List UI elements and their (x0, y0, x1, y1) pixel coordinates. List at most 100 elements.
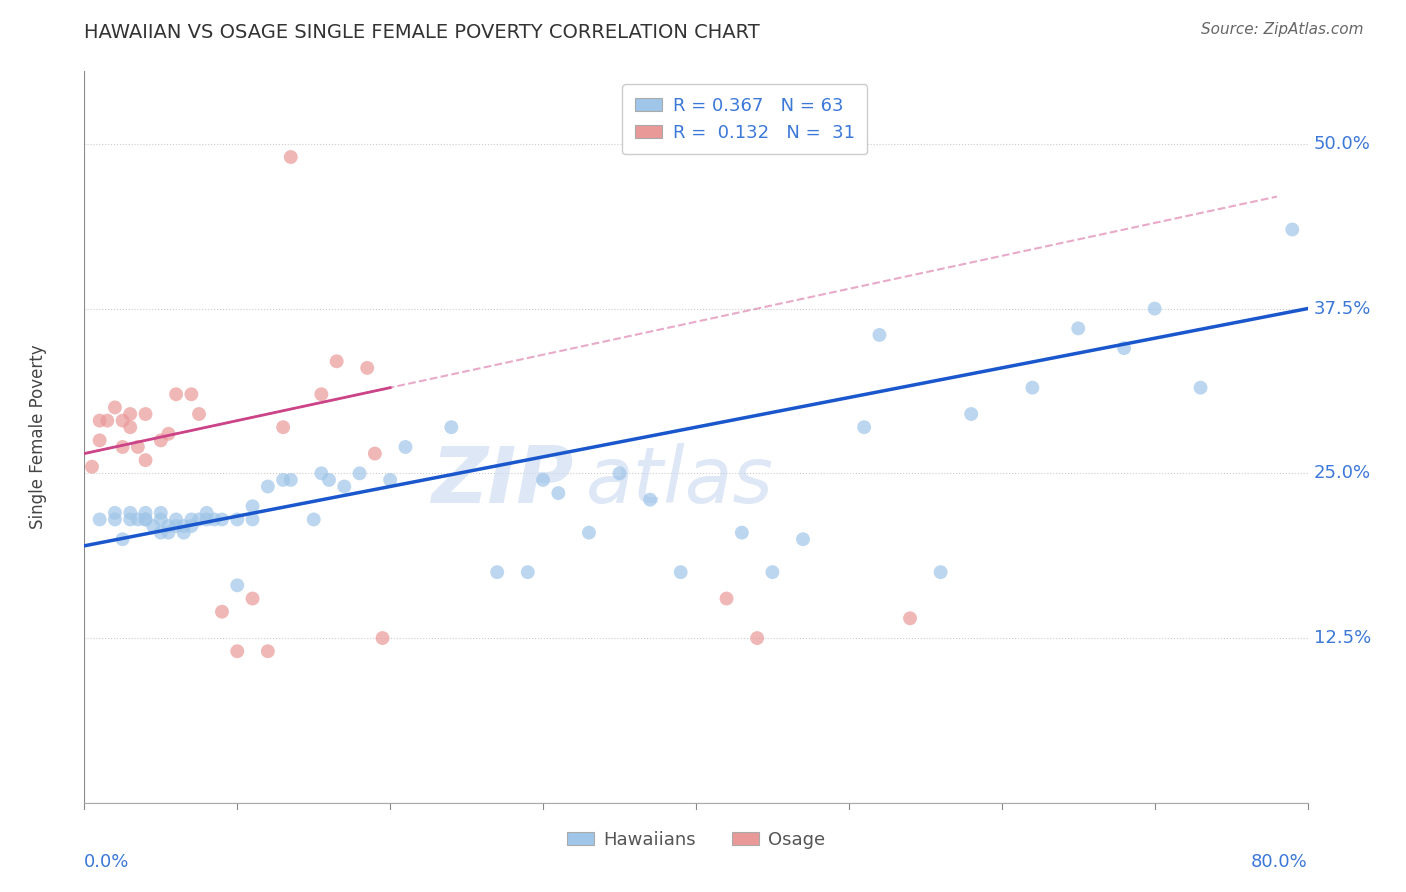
Point (853, 420, 876, 434)
Point (486, 565, 509, 579)
Point (578, 525, 600, 540)
Point (211, 512, 233, 526)
Point (609, 467, 631, 481)
Point (135, 453, 157, 467)
Point (1067, 321, 1090, 335)
Point (311, 387, 333, 401)
Point (120, 407, 142, 421)
Point (111, 533, 134, 547)
Point (394, 440, 416, 454)
Point (242, 512, 264, 526)
Point (349, 467, 371, 481)
Point (89, 512, 111, 526)
Point (120, 420, 142, 434)
Point (516, 565, 538, 579)
Point (960, 407, 983, 421)
Point (165, 387, 187, 401)
Point (142, 519, 165, 533)
Point (380, 473, 402, 487)
Point (371, 631, 394, 645)
Point (135, 512, 157, 526)
Point (531, 473, 554, 487)
Text: 12.5%: 12.5% (1313, 629, 1371, 647)
Point (165, 512, 187, 526)
Point (111, 414, 134, 428)
Point (165, 519, 187, 533)
Point (929, 565, 952, 579)
Point (792, 533, 814, 547)
Point (364, 446, 387, 460)
Point (333, 479, 356, 493)
Point (669, 565, 692, 579)
Point (1021, 381, 1043, 395)
Text: HAWAIIAN VS OSAGE SINGLE FEMALE POVERTY CORRELATION CHART: HAWAIIAN VS OSAGE SINGLE FEMALE POVERTY … (84, 23, 761, 42)
Point (311, 467, 333, 481)
Point (89, 434, 111, 448)
Point (149, 434, 172, 448)
Point (188, 407, 211, 421)
Point (731, 525, 754, 540)
Point (226, 578, 249, 592)
Point (120, 506, 142, 520)
Point (96, 414, 118, 428)
Point (127, 512, 149, 526)
Point (127, 440, 149, 454)
Text: 37.5%: 37.5% (1313, 300, 1371, 318)
Legend: Hawaiians, Osage: Hawaiians, Osage (560, 823, 832, 856)
Point (135, 506, 157, 520)
Point (302, 512, 325, 526)
Point (120, 512, 142, 526)
Point (180, 387, 202, 401)
Point (638, 492, 661, 507)
Point (104, 512, 127, 526)
Text: ZIP: ZIP (432, 443, 574, 519)
Point (761, 565, 783, 579)
Point (1281, 222, 1303, 236)
Point (149, 525, 172, 540)
Text: Source: ZipAtlas.com: Source: ZipAtlas.com (1201, 22, 1364, 37)
Point (271, 473, 294, 487)
Point (195, 506, 218, 520)
Point (104, 401, 127, 415)
Point (280, 150, 302, 164)
Point (135, 407, 157, 421)
Point (188, 512, 211, 526)
Point (111, 440, 134, 454)
Point (257, 644, 280, 658)
Point (325, 354, 347, 368)
Point (211, 605, 233, 619)
Text: 50.0%: 50.0% (1313, 135, 1371, 153)
Point (869, 327, 891, 342)
Point (202, 512, 225, 526)
Point (547, 486, 569, 500)
Point (1114, 341, 1136, 355)
Point (89, 414, 111, 428)
Text: Single Female Poverty: Single Female Poverty (30, 345, 46, 529)
Text: 0.0%: 0.0% (84, 853, 129, 871)
Point (1189, 381, 1212, 395)
Point (149, 512, 172, 526)
Text: 80.0%: 80.0% (1251, 853, 1308, 871)
Point (226, 644, 249, 658)
Text: 25.0%: 25.0% (1313, 465, 1371, 483)
Point (180, 512, 202, 526)
Point (271, 420, 294, 434)
Point (195, 512, 218, 526)
Point (318, 473, 340, 487)
Point (157, 426, 180, 441)
Point (157, 519, 180, 533)
Point (898, 611, 921, 625)
Point (1143, 301, 1166, 316)
Point (356, 360, 378, 375)
Point (242, 591, 264, 606)
Point (135, 512, 157, 526)
Point (149, 506, 172, 520)
Text: atlas: atlas (586, 443, 773, 519)
Point (280, 473, 302, 487)
Point (173, 519, 195, 533)
Point (180, 519, 202, 533)
Point (104, 506, 127, 520)
Point (80, 459, 103, 474)
Point (173, 525, 195, 540)
Point (242, 500, 264, 514)
